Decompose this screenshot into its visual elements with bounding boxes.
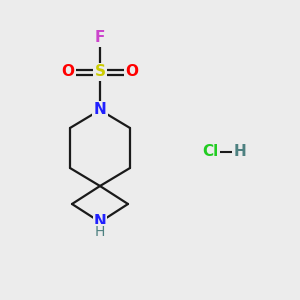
- Text: S: S: [94, 64, 106, 80]
- Text: N: N: [94, 214, 106, 229]
- Text: O: O: [125, 64, 139, 80]
- Text: Cl: Cl: [202, 145, 218, 160]
- Text: N: N: [94, 103, 106, 118]
- Text: F: F: [95, 31, 105, 46]
- Text: H: H: [234, 145, 246, 160]
- Text: H: H: [95, 225, 105, 239]
- Text: O: O: [61, 64, 74, 80]
